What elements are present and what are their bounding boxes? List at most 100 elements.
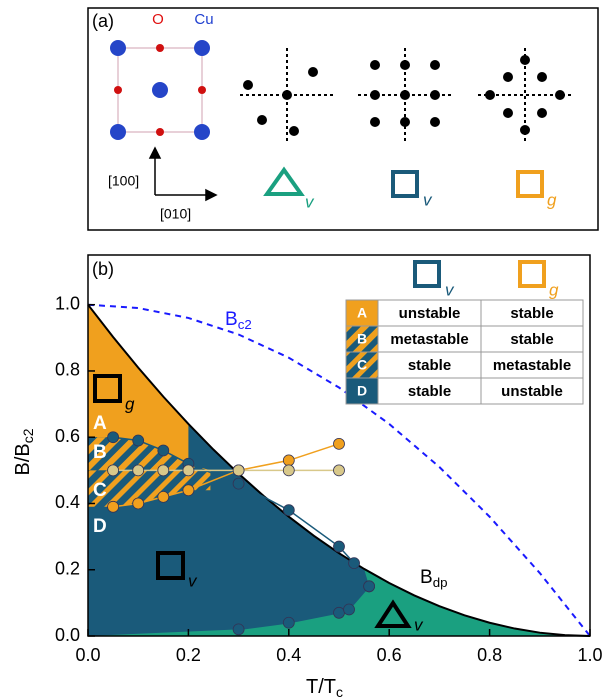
data-point bbox=[282, 454, 295, 467]
vortex-patterns bbox=[243, 55, 565, 136]
label-main: B bbox=[225, 309, 238, 330]
table-text: metastable bbox=[493, 357, 571, 374]
marker-sub: g bbox=[125, 394, 135, 413]
panel-a: (a) O Cu [100] [010] v v g bbox=[87, 7, 599, 231]
table-text: unstable bbox=[399, 305, 461, 322]
y-tick-label: 0.4 bbox=[55, 492, 80, 512]
atom-label: O bbox=[152, 11, 164, 28]
direction-label: [100] bbox=[108, 173, 139, 189]
label-main: B bbox=[420, 567, 433, 588]
x-tick-label: 1.0 bbox=[577, 645, 602, 665]
x-tick-label: 0.2 bbox=[176, 645, 201, 665]
panel-b: 0.0 0.2 0.4 0.6 0.8 1.00.00.20.40.60.81.0T/Tc… bbox=[12, 254, 603, 698]
table-text: stable bbox=[510, 331, 553, 348]
cu-atoms bbox=[110, 40, 210, 140]
data-point bbox=[107, 431, 119, 444]
square-icon bbox=[516, 170, 544, 198]
table-text: unstable bbox=[501, 383, 563, 400]
x-tick-label: 0.4 bbox=[276, 645, 301, 665]
y-tick-label: 0.8 bbox=[55, 360, 80, 380]
data-point bbox=[333, 606, 345, 619]
table-text: stable bbox=[408, 383, 451, 400]
series-line bbox=[87, 303, 591, 637]
sub-label: Bdp bbox=[420, 567, 447, 590]
direction-label: [010] bbox=[160, 206, 191, 222]
data-point bbox=[333, 540, 345, 553]
table-key-cell bbox=[345, 299, 379, 327]
sub-label: Bc2 bbox=[225, 309, 252, 332]
table-key: B bbox=[357, 331, 367, 347]
o-atoms bbox=[114, 44, 206, 136]
data-point bbox=[157, 490, 170, 503]
marker-icon bbox=[374, 599, 412, 628]
label-sub: c2 bbox=[20, 428, 36, 443]
label-sub: dp bbox=[433, 575, 448, 590]
x-tick-label: 0.0 bbox=[75, 645, 100, 665]
region-fill bbox=[88, 304, 189, 464]
data-point bbox=[282, 616, 295, 629]
marker-icon bbox=[156, 551, 185, 580]
data-point bbox=[157, 444, 170, 457]
sub-label: T/Tc bbox=[306, 676, 343, 698]
table-key-cell bbox=[345, 377, 379, 405]
label-sub: c2 bbox=[238, 317, 252, 332]
y-tick-label: 0.0 bbox=[55, 625, 80, 645]
header-icon bbox=[413, 260, 441, 288]
data-point bbox=[232, 464, 245, 477]
data-point bbox=[363, 580, 376, 593]
label-sub: c bbox=[336, 684, 343, 698]
atom-label: Cu bbox=[194, 11, 213, 28]
data-point bbox=[282, 504, 295, 517]
table-text: stable bbox=[408, 357, 451, 374]
data-point bbox=[333, 437, 345, 450]
panel-label: (b) bbox=[92, 259, 114, 279]
data-point bbox=[343, 603, 355, 616]
icon-sub: v bbox=[423, 190, 433, 209]
axes-arrows bbox=[148, 146, 218, 202]
table-key-cell bbox=[345, 325, 379, 353]
y-tick-label: 1.0 bbox=[55, 293, 80, 313]
label-main: B/B bbox=[12, 443, 34, 475]
region-fill bbox=[88, 437, 211, 471]
data-point bbox=[182, 484, 195, 497]
region-fill bbox=[88, 470, 211, 507]
sub-label: B/Bc2 bbox=[12, 428, 35, 475]
x-tick-label: 0.8 bbox=[477, 645, 502, 665]
panel-frame bbox=[87, 7, 599, 231]
data-point bbox=[232, 477, 245, 490]
marker-icon bbox=[93, 374, 122, 403]
region-label: A bbox=[93, 413, 107, 434]
label-main: T/T bbox=[306, 676, 336, 698]
data-point bbox=[107, 500, 119, 513]
data-point bbox=[282, 464, 295, 477]
table-key: A bbox=[357, 305, 367, 321]
header-sub: g bbox=[549, 280, 559, 299]
data-point bbox=[157, 464, 170, 477]
region-label: D bbox=[93, 516, 107, 537]
x-tick-label: 0.6 bbox=[377, 645, 402, 665]
y-tick-label: 0.6 bbox=[55, 426, 80, 446]
marker-sub: v bbox=[414, 615, 424, 634]
header-sub: v bbox=[445, 280, 455, 299]
table-text: stable bbox=[510, 305, 553, 322]
icon-sub: g bbox=[547, 190, 557, 209]
plot-frame bbox=[87, 254, 591, 637]
data-point bbox=[232, 623, 245, 636]
table-key: D bbox=[357, 383, 367, 399]
square-icon bbox=[391, 170, 419, 198]
icon-sub: v bbox=[305, 192, 315, 211]
data-point bbox=[132, 464, 145, 477]
series-line bbox=[87, 304, 591, 637]
table-text: metastable bbox=[390, 331, 468, 348]
region-label: B bbox=[93, 442, 107, 463]
data-point bbox=[333, 464, 345, 477]
region-label: C bbox=[93, 480, 107, 501]
table-cell bbox=[480, 377, 584, 405]
triangle-icon bbox=[263, 166, 305, 196]
table-key: C bbox=[357, 357, 367, 373]
data-point bbox=[107, 464, 119, 477]
header-icon bbox=[518, 260, 546, 288]
y-tick-label: 0.2 bbox=[55, 558, 80, 578]
data-point bbox=[132, 497, 145, 510]
